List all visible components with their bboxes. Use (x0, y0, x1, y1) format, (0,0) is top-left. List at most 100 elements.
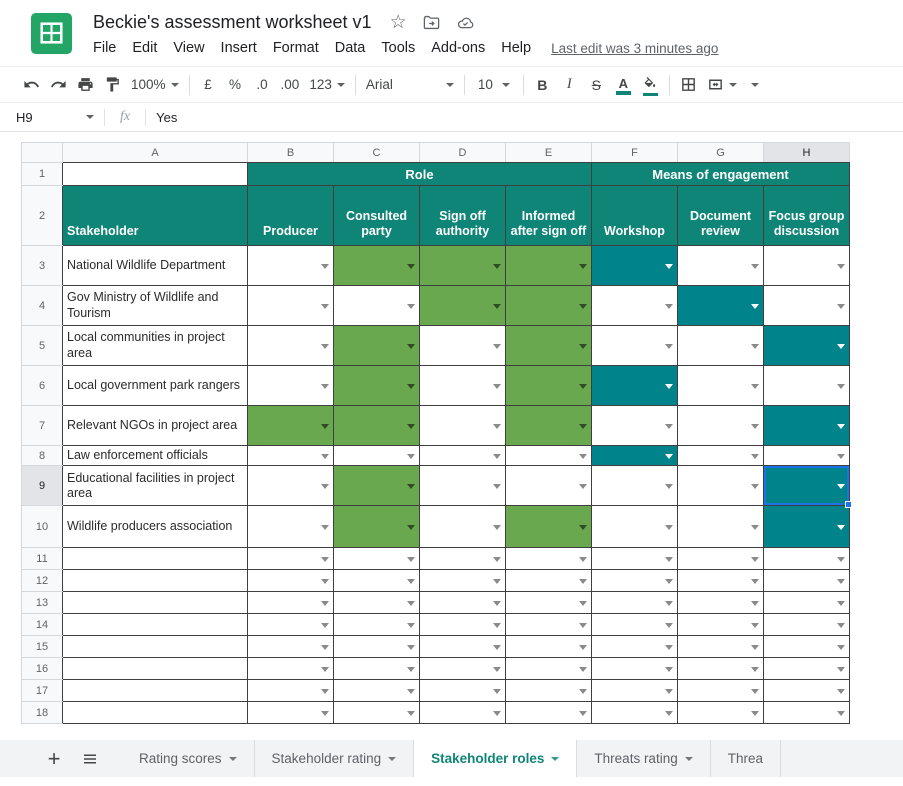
cell-H3[interactable] (763, 245, 850, 286)
dropdown-arrow-icon[interactable] (665, 263, 673, 269)
column-header-E[interactable]: E (505, 142, 592, 163)
font-size-select[interactable]: 10 (470, 71, 518, 98)
print-button[interactable] (72, 71, 99, 98)
dropdown-arrow-icon[interactable] (837, 303, 845, 309)
menu-insert[interactable]: Insert (220, 40, 257, 56)
dropdown-arrow-icon[interactable] (751, 644, 759, 650)
dropdown-arrow-icon[interactable] (493, 600, 501, 606)
dropdown-arrow-icon[interactable] (665, 423, 673, 429)
add-sheet-button[interactable]: + (47, 745, 61, 771)
dropdown-arrow-icon[interactable] (837, 453, 845, 459)
dropdown-arrow-icon[interactable] (493, 423, 501, 429)
cell-B12[interactable] (247, 569, 334, 593)
cell-A16[interactable] (62, 657, 248, 681)
cell-D8[interactable] (419, 444, 506, 467)
cell-F16[interactable] (591, 657, 678, 681)
zoom-select[interactable]: 100% (126, 71, 184, 98)
dropdown-arrow-icon[interactable] (837, 600, 845, 606)
cell-C15[interactable] (333, 635, 420, 659)
document-title[interactable]: Beckie's assessment worksheet v1 (93, 11, 372, 32)
cell-A5[interactable]: Local communities in project area (62, 325, 248, 366)
dropdown-arrow-icon[interactable] (493, 453, 501, 459)
dropdown-arrow-icon[interactable] (751, 688, 759, 694)
cell-H11[interactable] (763, 547, 850, 571)
dropdown-arrow-icon[interactable] (493, 622, 501, 628)
cell-E10[interactable] (505, 505, 592, 549)
dropdown-arrow-icon[interactable] (579, 600, 587, 606)
cell-G3[interactable] (677, 245, 764, 286)
dropdown-arrow-icon[interactable] (579, 710, 587, 716)
cell-A10[interactable]: Wildlife producers association (62, 505, 248, 549)
cell-H16[interactable] (763, 657, 850, 681)
dropdown-arrow-icon[interactable] (407, 423, 415, 429)
dropdown-arrow-icon[interactable] (407, 688, 415, 694)
column-title-E[interactable]: Informed after sign off (505, 185, 592, 246)
dropdown-arrow-icon[interactable] (837, 578, 845, 584)
row-header-18[interactable]: 18 (21, 701, 63, 725)
cell-D15[interactable] (419, 635, 506, 659)
cell-G4[interactable] (677, 285, 764, 326)
dropdown-arrow-icon[interactable] (837, 263, 845, 269)
column-header-C[interactable]: C (333, 142, 420, 163)
dropdown-arrow-icon[interactable] (751, 383, 759, 389)
dropdown-arrow-icon[interactable] (321, 524, 329, 530)
menu-file[interactable]: File (93, 40, 117, 56)
dropdown-arrow-icon[interactable] (407, 644, 415, 650)
dropdown-arrow-icon[interactable] (321, 622, 329, 628)
dropdown-arrow-icon[interactable] (579, 263, 587, 269)
dropdown-arrow-icon[interactable] (321, 688, 329, 694)
more-toolbar-button[interactable] (742, 71, 769, 98)
cell-E7[interactable] (505, 405, 592, 446)
cell-G7[interactable] (677, 405, 764, 446)
menu-help[interactable]: Help (501, 40, 532, 56)
cell-E5[interactable] (505, 325, 592, 366)
dropdown-arrow-icon[interactable] (837, 688, 845, 694)
dropdown-arrow-icon[interactable] (751, 303, 759, 309)
cell-F15[interactable] (591, 635, 678, 659)
row-header-16[interactable]: 16 (21, 657, 63, 681)
dropdown-arrow-icon[interactable] (407, 578, 415, 584)
dropdown-arrow-icon[interactable] (493, 383, 501, 389)
cell-D17[interactable] (419, 679, 506, 703)
dropdown-arrow-icon[interactable] (321, 303, 329, 309)
dropdown-arrow-icon[interactable] (493, 303, 501, 309)
cell-F10[interactable] (591, 505, 678, 549)
cell-D5[interactable] (419, 325, 506, 366)
cell-B16[interactable] (247, 657, 334, 681)
dropdown-arrow-icon[interactable] (407, 263, 415, 269)
cell-C17[interactable] (333, 679, 420, 703)
dropdown-arrow-icon[interactable] (321, 453, 329, 459)
dropdown-arrow-icon[interactable] (751, 423, 759, 429)
dropdown-arrow-icon[interactable] (493, 263, 501, 269)
dropdown-arrow-icon[interactable] (493, 483, 501, 489)
cell-C7[interactable] (333, 405, 420, 446)
cell-F14[interactable] (591, 613, 678, 637)
dropdown-arrow-icon[interactable] (493, 710, 501, 716)
dropdown-arrow-icon[interactable] (837, 622, 845, 628)
dropdown-arrow-icon[interactable] (321, 644, 329, 650)
undo-button[interactable] (18, 71, 45, 98)
all-sheets-button[interactable] (70, 740, 110, 777)
column-header-B[interactable]: B (247, 142, 334, 163)
column-header-G[interactable]: G (677, 142, 764, 163)
cell-E13[interactable] (505, 591, 592, 615)
cell-F17[interactable] (591, 679, 678, 703)
cell-G15[interactable] (677, 635, 764, 659)
dropdown-arrow-icon[interactable] (751, 453, 759, 459)
cell-B17[interactable] (247, 679, 334, 703)
percent-format-button[interactable]: % (229, 77, 242, 92)
document-status-cloud-icon[interactable] (456, 13, 475, 32)
dropdown-arrow-icon[interactable] (837, 343, 845, 349)
grid-corner[interactable] (21, 142, 63, 163)
merge-cells-button[interactable] (702, 71, 742, 98)
cell-H7[interactable] (763, 405, 850, 446)
cell-H13[interactable] (763, 591, 850, 615)
dropdown-arrow-icon[interactable] (665, 688, 673, 694)
fill-handle[interactable] (845, 501, 852, 509)
cell-C10[interactable] (333, 505, 420, 549)
row-header-5[interactable]: 5 (21, 325, 63, 366)
column-title-F[interactable]: Workshop (591, 185, 678, 246)
cell-D14[interactable] (419, 613, 506, 637)
cell-D6[interactable] (419, 365, 506, 406)
cell-C3[interactable] (333, 245, 420, 286)
